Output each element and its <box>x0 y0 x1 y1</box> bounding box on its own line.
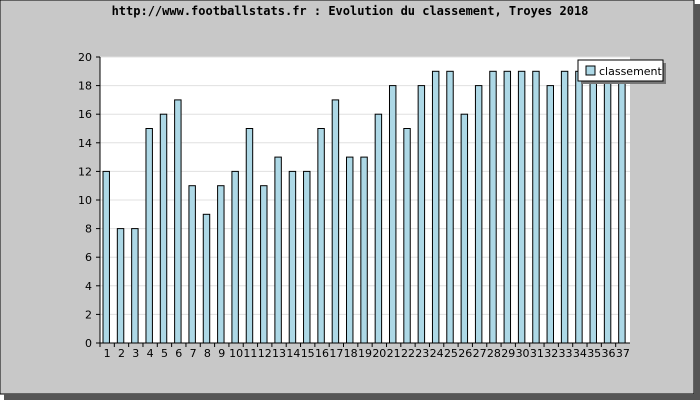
legend-swatch <box>585 65 596 76</box>
bar <box>202 213 211 344</box>
x-tick-label: 28 <box>487 347 501 360</box>
x-tick-label: 15 <box>301 347 315 360</box>
legend <box>577 59 664 82</box>
x-tick-label: 8 <box>204 347 211 360</box>
x-tick-label: 12 <box>258 347 272 360</box>
bar <box>303 170 311 344</box>
bar <box>159 113 168 344</box>
legend-label: classement <box>599 65 663 78</box>
x-tick-label: 9 <box>218 347 225 360</box>
bar <box>131 228 139 344</box>
bar <box>388 85 397 344</box>
x-tick-label: 19 <box>358 347 372 360</box>
bar <box>188 185 196 344</box>
bar <box>116 228 125 344</box>
chart-title: http://www.footballstats.fr : Evolution … <box>112 4 589 18</box>
x-tick-label: 1 <box>104 347 111 360</box>
bar <box>460 113 469 344</box>
bar <box>174 99 182 344</box>
x-tick-label: 30 <box>516 347 530 360</box>
bar <box>374 113 383 344</box>
bar <box>231 170 239 344</box>
bar <box>317 128 325 344</box>
bar <box>575 70 583 344</box>
y-tick-label: 14 <box>78 137 92 150</box>
bar <box>560 70 569 344</box>
x-tick-label: 5 <box>161 347 168 360</box>
bar <box>446 70 454 344</box>
y-tick-label: 18 <box>78 80 92 93</box>
y-tick-label: 10 <box>78 194 92 207</box>
x-tick-label: 26 <box>458 347 472 360</box>
bar <box>260 185 268 344</box>
bar <box>102 170 110 344</box>
bar <box>217 185 225 344</box>
x-tick-label: 24 <box>430 347 444 360</box>
x-tick-label: 18 <box>344 347 358 360</box>
x-tick-label: 13 <box>272 347 286 360</box>
x-tick-label: 34 <box>573 347 587 360</box>
y-tick-label: 0 <box>85 337 92 350</box>
bar <box>346 156 354 344</box>
bar <box>274 156 282 344</box>
bar <box>517 70 526 344</box>
bar <box>417 85 426 344</box>
x-tick-label: 20 <box>372 347 386 360</box>
x-tick-label: 21 <box>387 347 401 360</box>
x-tick-label: 11 <box>243 347 257 360</box>
y-tick-label: 12 <box>78 165 92 178</box>
x-tick-label: 22 <box>401 347 415 360</box>
x-tick-label: 16 <box>315 347 329 360</box>
x-tick-label: 35 <box>587 347 601 360</box>
bar <box>431 70 440 344</box>
x-tick-label: 25 <box>444 347 458 360</box>
bar <box>403 128 411 344</box>
y-tick-label: 2 <box>85 308 92 321</box>
x-tick-label: 2 <box>118 347 125 360</box>
bar <box>532 70 540 344</box>
shadow <box>4 394 700 400</box>
bar <box>360 156 368 344</box>
bar <box>245 128 254 344</box>
x-tick-label: 32 <box>544 347 558 360</box>
x-tick-label: 6 <box>175 347 182 360</box>
x-tick-label: 7 <box>190 347 197 360</box>
x-tick-label: 36 <box>602 347 616 360</box>
x-tick-label: 37 <box>616 347 630 360</box>
bar <box>546 85 555 344</box>
y-tick-label: 6 <box>85 251 92 264</box>
bar <box>618 70 626 344</box>
y-tick-label: 8 <box>85 223 92 236</box>
bar <box>145 128 153 344</box>
x-tick-label: 31 <box>530 347 544 360</box>
shadow <box>694 4 700 400</box>
y-tick-label: 20 <box>78 51 92 64</box>
x-tick-label: 17 <box>329 347 343 360</box>
bar <box>603 70 612 344</box>
x-tick-label: 33 <box>559 347 573 360</box>
x-tick-label: 27 <box>473 347 487 360</box>
y-tick-label: 4 <box>85 280 92 293</box>
bar <box>288 170 297 344</box>
x-tick-label: 14 <box>286 347 300 360</box>
x-tick-label: 23 <box>415 347 429 360</box>
x-tick-label: 10 <box>229 347 243 360</box>
bar <box>331 99 340 344</box>
bar <box>489 70 497 344</box>
bar <box>589 70 597 344</box>
x-tick-label: 29 <box>501 347 515 360</box>
y-tick-label: 16 <box>78 108 92 121</box>
x-tick-label: 4 <box>147 347 154 360</box>
x-tick-label: 3 <box>132 347 139 360</box>
bar <box>503 70 512 344</box>
bar <box>474 85 483 344</box>
